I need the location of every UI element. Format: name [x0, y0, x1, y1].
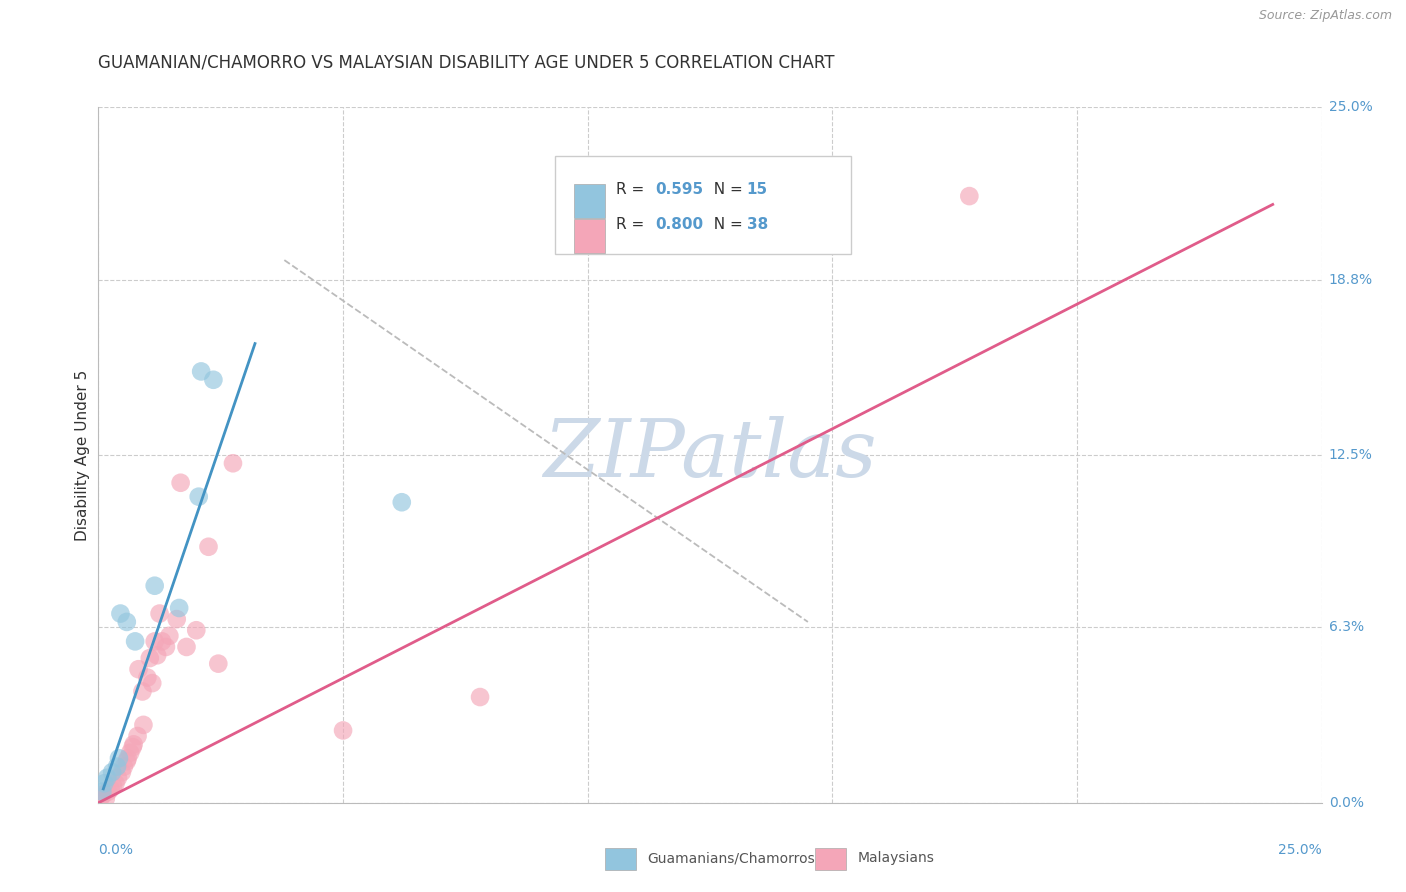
- Point: [100, 781, 122, 796]
- Text: Source: ZipAtlas.com: Source: ZipAtlas.com: [1258, 9, 1392, 22]
- Point: [167, 601, 190, 615]
- Point: [176, 640, 198, 654]
- Text: GUAMANIAN/CHAMORRO VS MALAYSIAN DISABILITY AGE UNDER 5 CORRELATION CHART: GUAMANIAN/CHAMORRO VS MALAYSIAN DISABILI…: [98, 54, 835, 71]
- Point: [155, 640, 177, 654]
- Point: [96, 771, 118, 785]
- Text: 38: 38: [747, 218, 768, 232]
- Text: 25.0%: 25.0%: [1278, 843, 1322, 857]
- Point: [190, 364, 212, 378]
- Point: [97, 785, 120, 799]
- Point: [149, 607, 172, 621]
- Text: 6.3%: 6.3%: [1329, 621, 1364, 634]
- Point: [186, 624, 208, 638]
- Point: [187, 490, 209, 504]
- Point: [468, 690, 491, 704]
- Text: 15: 15: [747, 182, 768, 196]
- Point: [207, 657, 229, 671]
- Point: [90, 790, 112, 805]
- Text: 0.800: 0.800: [655, 218, 703, 232]
- Point: [136, 671, 159, 685]
- Text: N =: N =: [704, 182, 748, 196]
- Point: [112, 759, 135, 773]
- Point: [117, 751, 139, 765]
- Point: [111, 765, 134, 780]
- Point: [128, 662, 150, 676]
- Point: [143, 634, 166, 648]
- Point: [124, 634, 146, 648]
- Point: [222, 456, 245, 470]
- Text: Guamanians/Chamorros: Guamanians/Chamorros: [647, 851, 814, 865]
- Text: R =: R =: [616, 182, 650, 196]
- Point: [108, 751, 131, 765]
- Point: [101, 765, 124, 780]
- Point: [391, 495, 413, 509]
- Point: [93, 776, 115, 790]
- Y-axis label: Disability Age Under 5: Disability Age Under 5: [75, 369, 90, 541]
- Point: [115, 754, 138, 768]
- Point: [332, 723, 354, 738]
- Point: [104, 776, 127, 790]
- Text: N =: N =: [704, 218, 748, 232]
- Point: [197, 540, 219, 554]
- Text: 18.8%: 18.8%: [1329, 273, 1372, 286]
- Point: [131, 684, 153, 698]
- Point: [166, 612, 188, 626]
- Text: 12.5%: 12.5%: [1329, 448, 1372, 462]
- Text: 0.595: 0.595: [655, 182, 703, 196]
- Point: [115, 615, 138, 629]
- Point: [157, 629, 180, 643]
- Point: [143, 579, 166, 593]
- Text: 0.0%: 0.0%: [1329, 796, 1364, 810]
- Text: ZIPatlas: ZIPatlas: [543, 417, 877, 493]
- Point: [120, 746, 142, 760]
- Point: [127, 729, 149, 743]
- Point: [139, 651, 162, 665]
- Text: 25.0%: 25.0%: [1329, 100, 1372, 114]
- Point: [202, 373, 225, 387]
- Point: [132, 718, 155, 732]
- Point: [957, 189, 980, 203]
- Point: [150, 634, 173, 648]
- Text: Malaysians: Malaysians: [858, 851, 935, 865]
- Text: 0.0%: 0.0%: [98, 843, 134, 857]
- Point: [122, 737, 145, 751]
- Point: [121, 740, 143, 755]
- Point: [110, 607, 132, 621]
- Point: [91, 785, 114, 799]
- Point: [91, 788, 114, 802]
- Text: R =: R =: [616, 218, 650, 232]
- Point: [94, 791, 117, 805]
- Point: [107, 771, 129, 785]
- Point: [105, 759, 128, 773]
- Point: [169, 475, 191, 490]
- Point: [141, 676, 163, 690]
- Point: [101, 779, 124, 793]
- Point: [146, 648, 169, 663]
